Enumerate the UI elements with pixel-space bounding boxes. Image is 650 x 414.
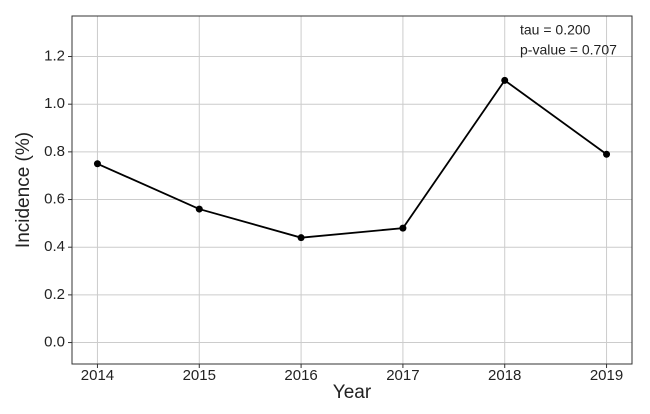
- y-tick-label: 0.6: [44, 191, 65, 208]
- x-axis-title: Year: [333, 382, 372, 403]
- x-tick-label: 2019: [590, 367, 623, 384]
- y-tick-label: 0.4: [44, 238, 65, 255]
- point: [501, 76, 509, 84]
- point: [399, 224, 407, 232]
- x-tick-label: 2015: [183, 367, 216, 384]
- x-tick-label: 2014: [81, 367, 114, 384]
- x-tick-label: 2017: [386, 367, 419, 384]
- line: [97, 79, 608, 239]
- point: [195, 205, 203, 213]
- x-tick-label: 2016: [284, 367, 317, 384]
- point: [603, 150, 611, 158]
- y-tick-label: 0.2: [44, 286, 65, 303]
- annotation: tau = 0.200: [520, 22, 591, 38]
- plot-border: [71, 15, 633, 365]
- y-tick-label: 1.0: [44, 95, 65, 112]
- y-axis-title: Incidence (%): [13, 132, 34, 248]
- y-tick-label: 0.8: [44, 143, 65, 160]
- annotation: p-value = 0.707: [520, 42, 617, 58]
- point: [297, 234, 305, 242]
- x-tick-label: 2018: [488, 367, 521, 384]
- point: [93, 160, 101, 168]
- y-tick-label: 0.0: [44, 334, 65, 351]
- y-tick-label: 1.2: [44, 47, 65, 64]
